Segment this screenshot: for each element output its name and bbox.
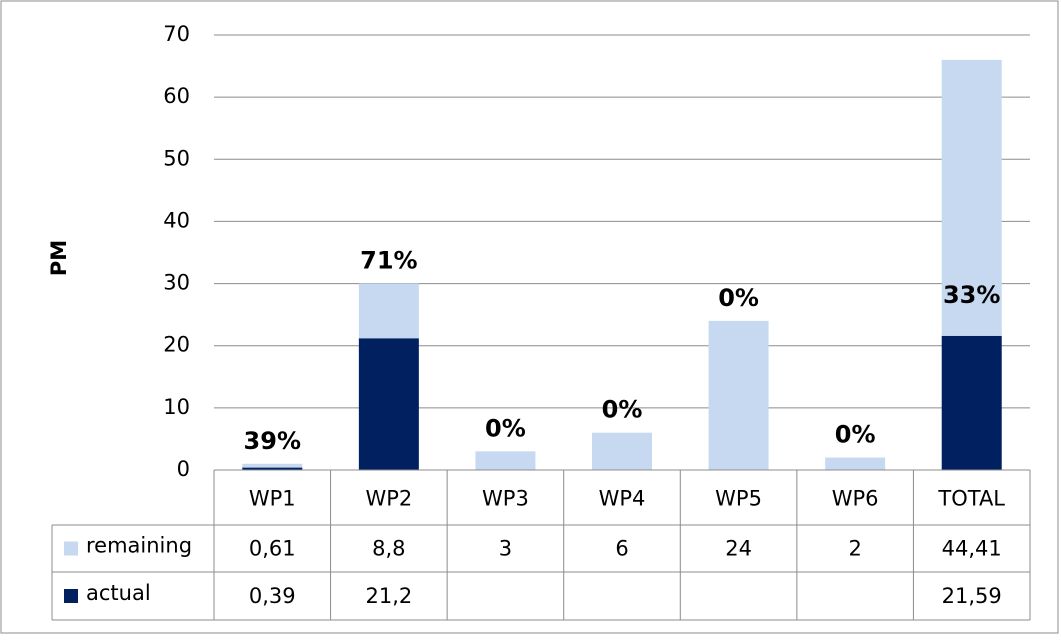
x-tick-label: WP2 [365, 487, 412, 511]
x-tick-label: WP4 [599, 487, 646, 511]
bar-segment [708, 320, 769, 470]
bar-segment [242, 467, 303, 470]
percent-label: 0% [835, 421, 876, 449]
table-value: 3 [499, 537, 512, 561]
y-axis-label: PM [47, 240, 71, 276]
percent-label: 0% [718, 284, 759, 312]
bar-segment [941, 335, 1002, 470]
table-value: 8,8 [372, 537, 405, 561]
x-tick-label: WP1 [249, 487, 296, 511]
table-value: 24 [725, 537, 752, 561]
y-tick-label: 20 [163, 333, 190, 357]
bar-segment [358, 338, 419, 470]
bar-segment [592, 432, 652, 470]
x-tick-label: TOTAL [937, 487, 1005, 511]
y-tick-label: 10 [163, 395, 190, 419]
x-tick-label: WP6 [832, 487, 879, 511]
bar-segment [242, 463, 303, 468]
bar-segment [941, 59, 1002, 336]
y-tick-label: 60 [163, 84, 190, 108]
legend-swatch [64, 589, 78, 603]
table-value: 2 [848, 537, 861, 561]
x-tick-label: WP5 [715, 487, 762, 511]
percent-label: 0% [485, 414, 526, 442]
y-tick-label: 50 [163, 146, 190, 170]
legend-swatch [64, 541, 78, 556]
table-value: 44,41 [942, 537, 1002, 561]
percent-label: 33% [943, 281, 1000, 309]
percent-label: 39% [244, 427, 301, 455]
table-value: 21,59 [942, 584, 1002, 608]
legend-label: remaining [86, 534, 192, 558]
bar-segment [358, 283, 419, 339]
y-tick-label: 0 [177, 457, 190, 481]
bar-segment [475, 451, 536, 470]
y-tick-label: 30 [163, 271, 190, 295]
x-tick-label: WP3 [482, 487, 529, 511]
legend-label: actual [86, 581, 151, 605]
percent-label: 0% [602, 396, 643, 424]
y-tick-label: 70 [163, 22, 190, 46]
bar-segment [825, 457, 886, 470]
table-value: 0,39 [249, 584, 296, 608]
table-value: 6 [615, 537, 628, 561]
table-value: 21,2 [365, 584, 412, 608]
y-tick-label: 40 [163, 208, 190, 232]
percent-label: 71% [360, 247, 417, 275]
table-value: 0,61 [249, 537, 296, 561]
